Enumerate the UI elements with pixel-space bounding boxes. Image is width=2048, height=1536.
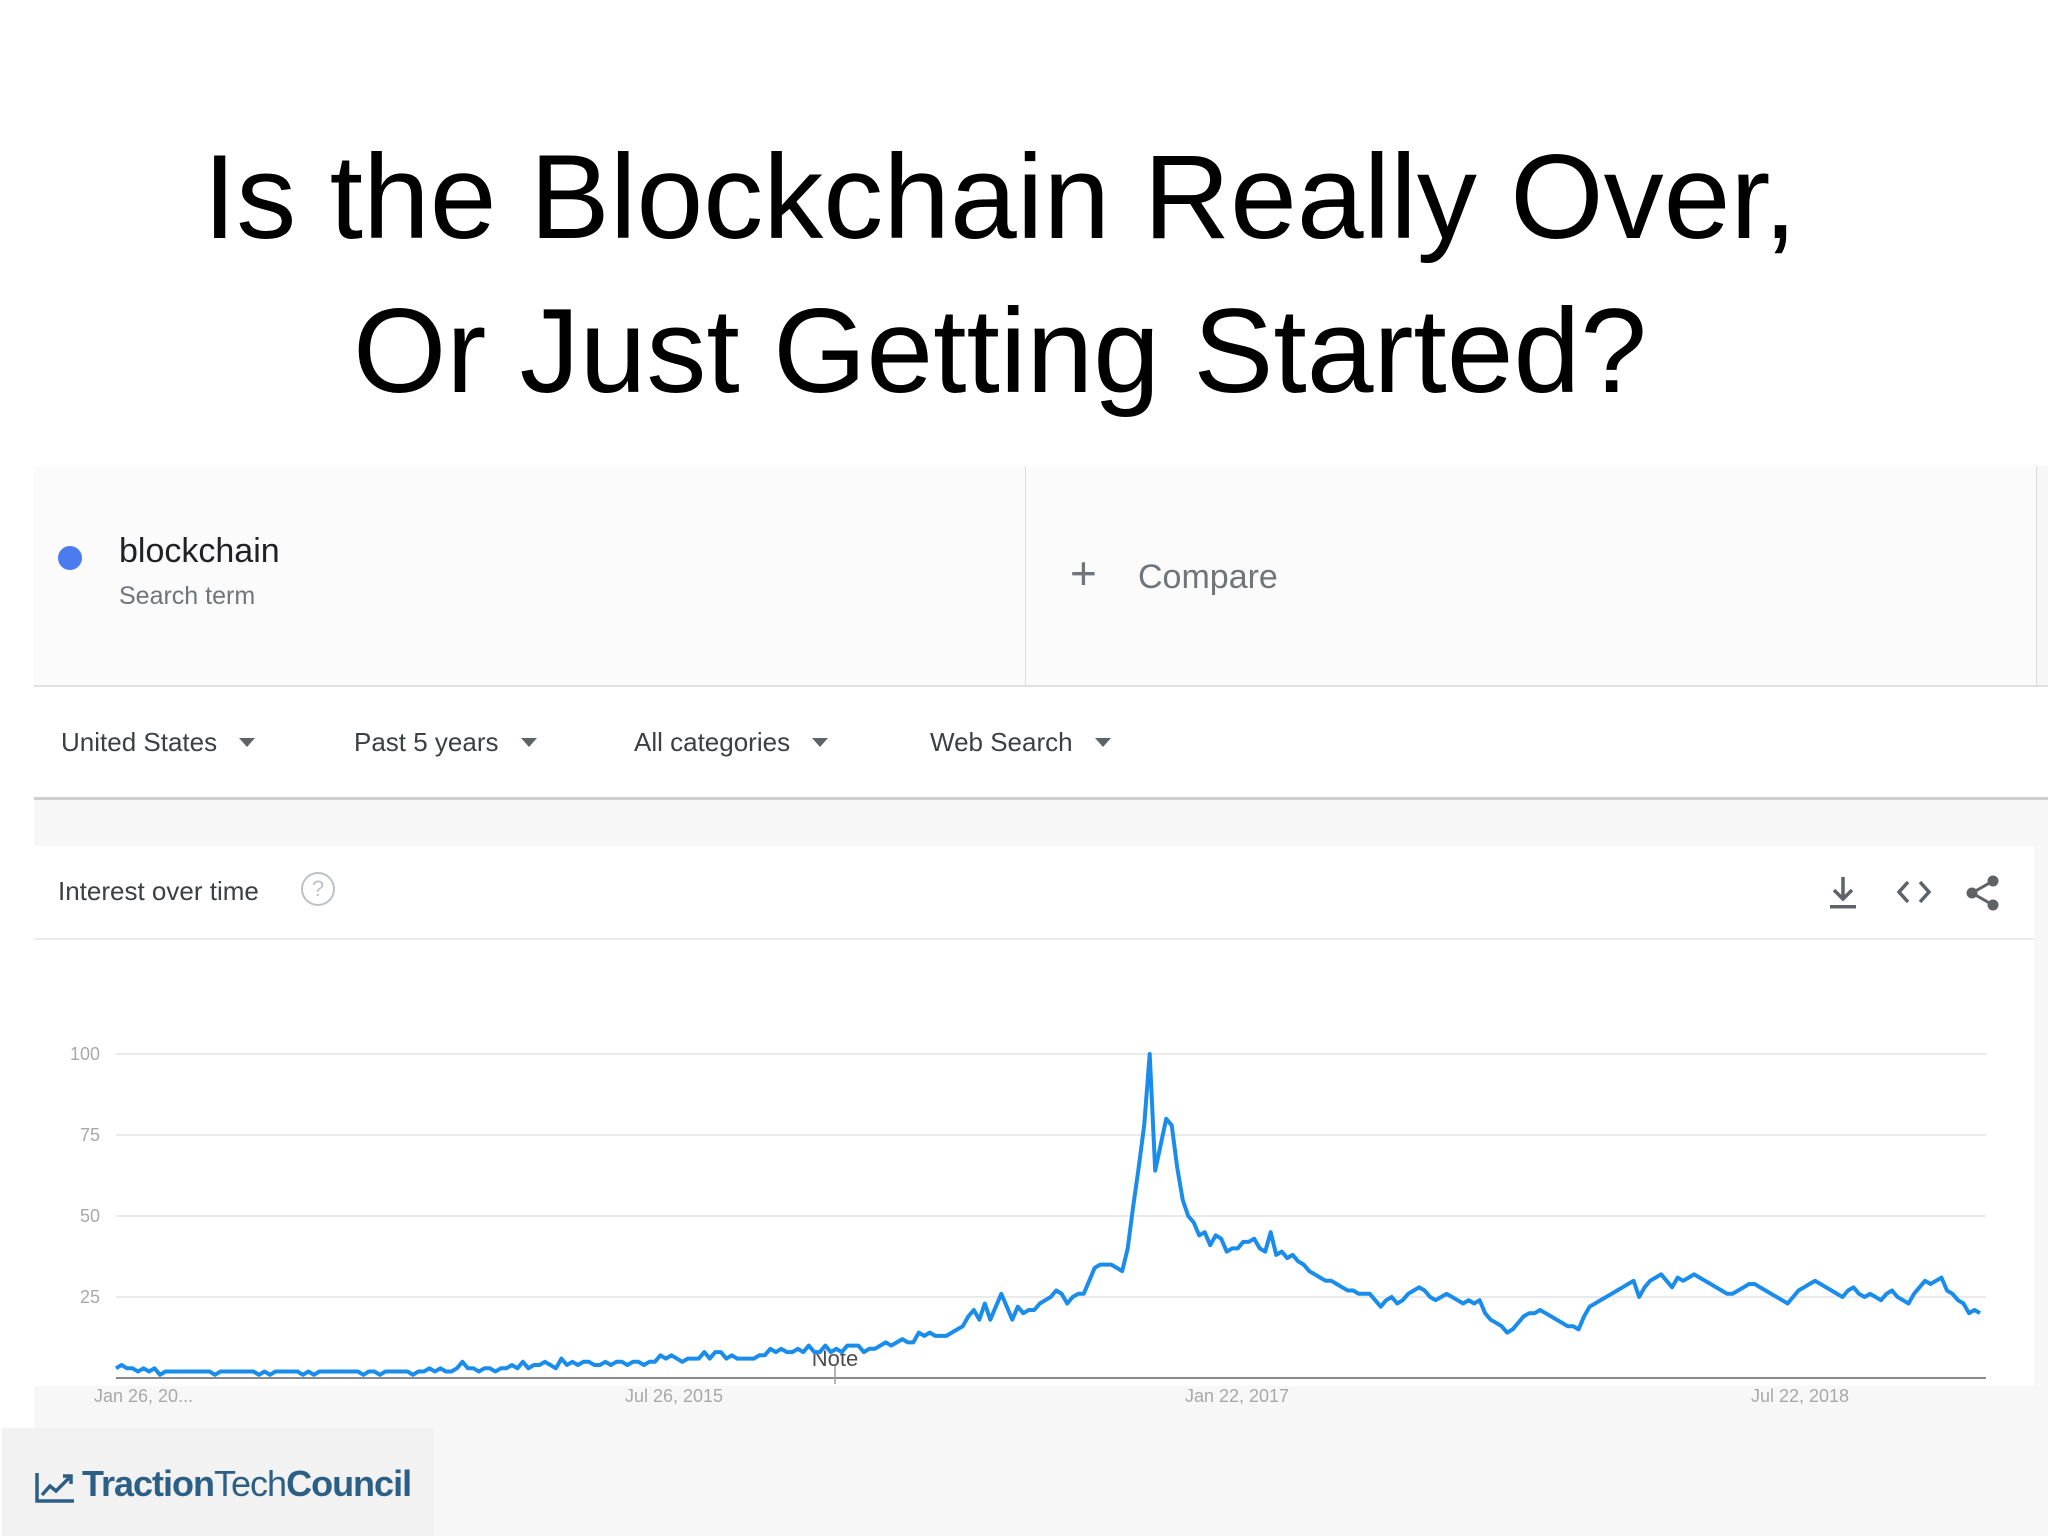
filter-region-dropdown[interactable]: United States bbox=[61, 727, 256, 758]
share-icon[interactable] bbox=[1964, 874, 2002, 912]
plus-icon[interactable]: + bbox=[1070, 547, 1097, 599]
search-term-card[interactable] bbox=[34, 466, 1025, 686]
filter-time-dropdown[interactable]: Past 5 years bbox=[354, 727, 537, 758]
y-tick-label: 100 bbox=[70, 1044, 100, 1064]
logo-wordmark: TractionTechCouncil bbox=[82, 1463, 412, 1504]
filter-bar: United States Past 5 years All categorie… bbox=[34, 687, 2048, 800]
search-term-name[interactable]: blockchain bbox=[119, 532, 280, 570]
caret-down-icon bbox=[520, 738, 537, 747]
caret-down-icon bbox=[239, 738, 256, 747]
help-icon[interactable]: ? bbox=[301, 872, 335, 906]
filter-search-type-label: Web Search bbox=[930, 727, 1073, 757]
interest-over-time-chart: 25 50 75 100 Jan 26, 20... Jul 26, 2015 Jan 2… bbox=[70, 1044, 1986, 1406]
trending-chart-icon bbox=[35, 1473, 74, 1503]
traction-tech-council-logo bbox=[2, 1428, 434, 1536]
filter-time-label: Past 5 years bbox=[354, 727, 499, 757]
y-tick-label: 50 bbox=[80, 1206, 100, 1226]
caret-down-icon bbox=[1094, 738, 1111, 747]
x-tick-label: Jan 22, 2017 bbox=[1185, 1386, 1289, 1406]
compare-card[interactable] bbox=[1025, 466, 2037, 686]
x-tick-label: Jan 26, 20... bbox=[94, 1386, 193, 1406]
x-tick-label: Jul 26, 2015 bbox=[625, 1386, 723, 1406]
filter-category-dropdown[interactable]: All categories bbox=[634, 727, 829, 758]
search-term-subtitle: Search term bbox=[119, 582, 256, 610]
card-divider bbox=[34, 938, 2034, 940]
slide-title: Is the Blockchain Really Over, Or Just G… bbox=[0, 120, 2000, 428]
series-line-blockchain bbox=[114, 1052, 1982, 1377]
y-tick-label: 75 bbox=[80, 1125, 100, 1145]
divider bbox=[34, 685, 2048, 687]
caret-down-icon bbox=[812, 738, 829, 747]
slide-title-line-2: Or Just Getting Started? bbox=[353, 284, 1647, 418]
filter-search-type-dropdown[interactable]: Web Search bbox=[930, 727, 1111, 758]
download-icon[interactable] bbox=[1826, 874, 1860, 912]
x-tick-label: Jul 22, 2018 bbox=[1751, 1386, 1849, 1406]
interest-over-time-card bbox=[34, 846, 2034, 1386]
filter-region-label: United States bbox=[61, 727, 218, 757]
slide-title-line-1: Is the Blockchain Really Over, bbox=[202, 130, 1798, 264]
search-term-color-dot bbox=[58, 546, 82, 570]
interest-over-time-title: Interest over time bbox=[58, 876, 259, 906]
compare-button[interactable]: Compare bbox=[1138, 558, 1278, 596]
embed-icon[interactable] bbox=[1894, 874, 1934, 910]
filter-category-label: All categories bbox=[634, 727, 791, 757]
y-tick-label: 25 bbox=[80, 1287, 100, 1307]
